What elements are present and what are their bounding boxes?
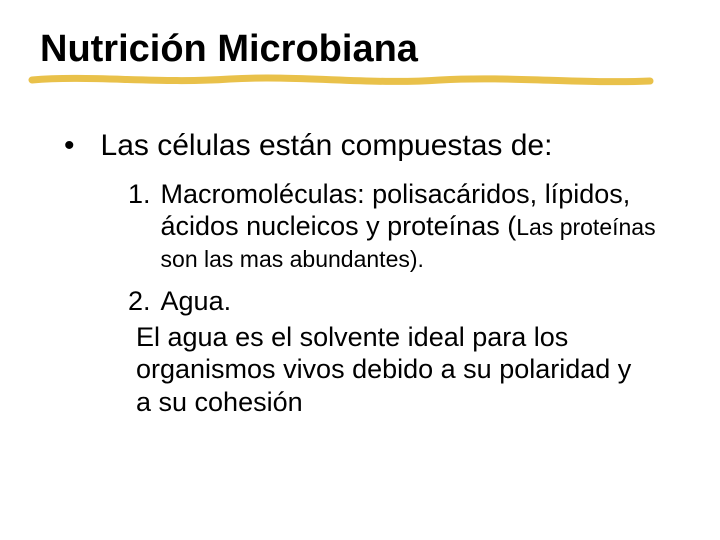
item2-main: Agua. bbox=[161, 285, 232, 317]
list-number: 2. bbox=[128, 286, 151, 317]
bullet-item: • Las células están compuestas de: bbox=[64, 129, 680, 164]
list-body: Macromoléculas: polisacáridos, lípidos, … bbox=[161, 178, 680, 275]
bullet-marker: • bbox=[64, 131, 75, 161]
slide-title: Nutrición Microbiana bbox=[40, 28, 680, 71]
slide: Nutrición Microbiana • Las células están… bbox=[0, 0, 720, 438]
title-underline bbox=[0, 77, 720, 105]
list-number: 1. bbox=[128, 179, 151, 210]
bullet-text: Las células están compuestas de: bbox=[101, 129, 553, 164]
list-item-1: 1. Macromoléculas: polisacáridos, lípido… bbox=[128, 178, 680, 275]
item2-paragraph: El agua es el solvente ideal para los or… bbox=[136, 321, 650, 418]
underline-path bbox=[32, 78, 650, 82]
list-item-2: 2. Agua. bbox=[128, 285, 680, 317]
